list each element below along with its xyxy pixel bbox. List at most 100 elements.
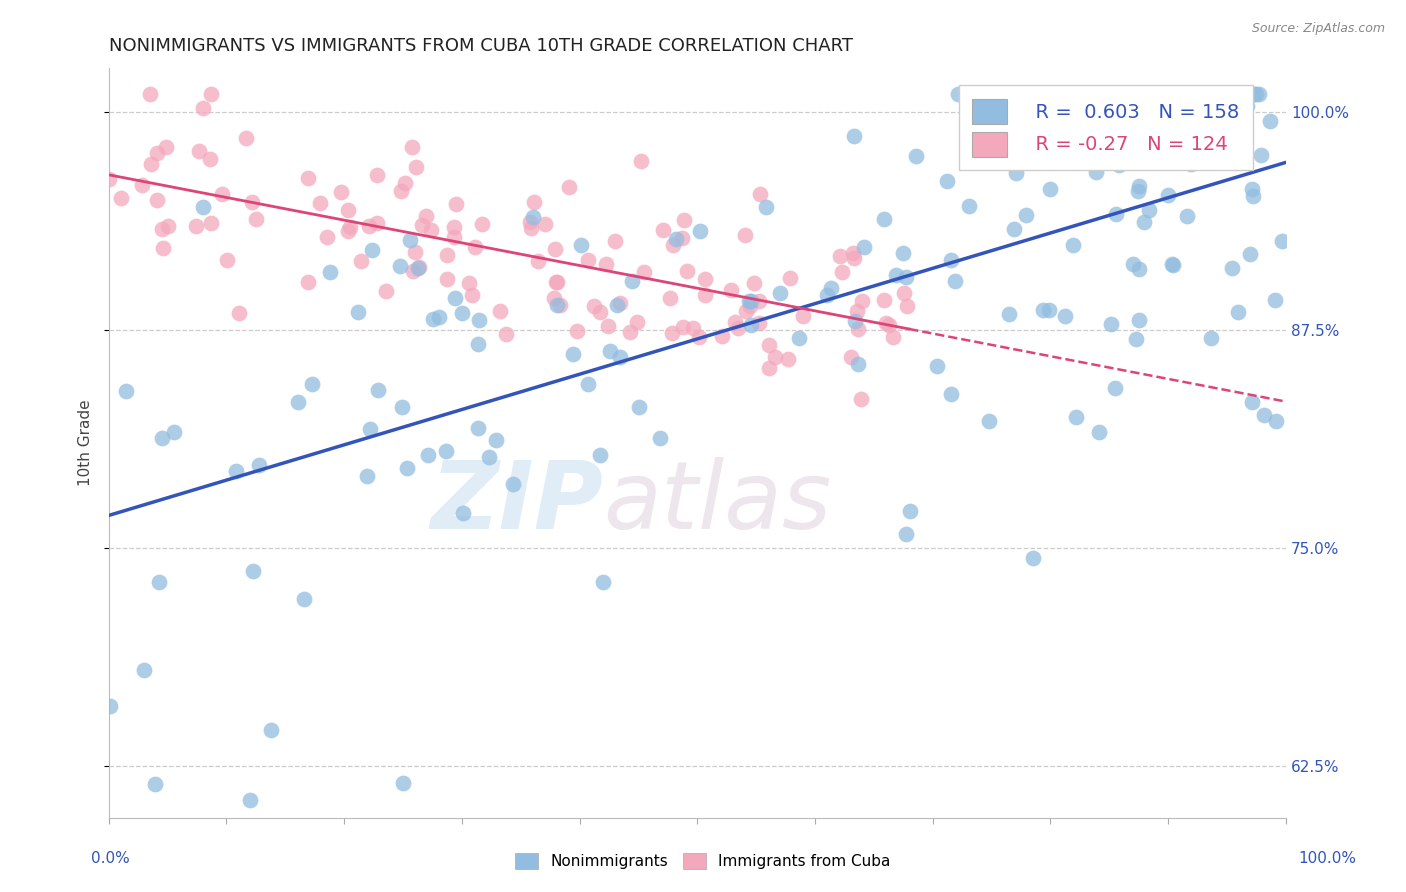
Point [186,219,208,234]
Point [297,275,319,289]
Point [350,253,373,268]
Point [1244,87,1267,102]
Point [879,318,901,332]
Point [163,425,186,439]
Point [1243,87,1265,102]
Point [845,304,868,318]
Point [941,252,963,267]
Point [1128,184,1150,198]
Point [609,295,631,310]
Point [1205,87,1227,102]
Point [582,299,605,313]
Point [852,240,875,254]
Point [758,361,780,376]
Point [735,303,758,318]
Legend:   R =  0.603   N = 158,   R = -0.27   N = 124: R = 0.603 N = 158, R = -0.27 N = 124 [959,86,1253,170]
Point [1033,87,1056,102]
Point [1180,157,1202,171]
Point [468,313,491,327]
Point [339,219,361,234]
Point [943,274,966,288]
Point [152,242,174,256]
Point [849,392,872,407]
Point [495,326,517,341]
Point [779,271,801,285]
Point [957,199,980,213]
Point [1108,158,1130,172]
Point [569,238,592,252]
Point [357,219,380,233]
Point [543,291,565,305]
Point [1109,87,1132,102]
Point [1128,313,1150,327]
Point [228,306,250,320]
Point [191,200,214,214]
Point [502,477,524,491]
Point [401,140,423,154]
Point [143,777,166,791]
Point [672,213,695,227]
Point [946,87,969,102]
Point [1258,113,1281,128]
Point [146,193,169,207]
Point [191,101,214,115]
Point [627,400,650,414]
Point [245,212,267,227]
Point [626,315,648,329]
Point [748,293,770,308]
Point [411,218,433,232]
Point [1139,87,1161,102]
Point [242,564,264,578]
Point [740,318,762,333]
Point [789,331,811,345]
Point [1216,87,1239,102]
Point [882,329,904,343]
Point [156,219,179,234]
Point [444,291,467,305]
Point [406,260,429,275]
Point [672,319,695,334]
Point [1015,209,1038,223]
Point [132,663,155,677]
Point [301,377,323,392]
Point [247,458,270,472]
Point [1146,105,1168,120]
Point [360,243,382,257]
Point [844,314,866,328]
Point [416,448,439,462]
Point [427,310,450,325]
Point [595,257,617,271]
Point [846,357,869,371]
Point [444,197,467,211]
Point [1052,122,1074,136]
Point [443,229,465,244]
Point [405,160,427,174]
Point [589,305,612,319]
Point [842,128,865,143]
Point [842,251,865,265]
Point [187,144,209,158]
Point [139,87,162,102]
Point [606,298,628,312]
Point [489,304,512,318]
Point [347,304,370,318]
Point [1111,97,1133,112]
Point [1125,332,1147,346]
Point [434,443,457,458]
Point [748,316,770,330]
Point [451,506,474,520]
Point [546,275,568,289]
Point [893,245,915,260]
Point [329,185,352,199]
Point [688,330,710,344]
Point [841,350,863,364]
Point [1204,112,1226,127]
Point [98,699,121,714]
Point [1002,221,1025,235]
Point [758,338,780,352]
Point [599,343,621,358]
Point [1128,261,1150,276]
Point [1161,258,1184,272]
Point [894,526,917,541]
Point [211,186,233,201]
